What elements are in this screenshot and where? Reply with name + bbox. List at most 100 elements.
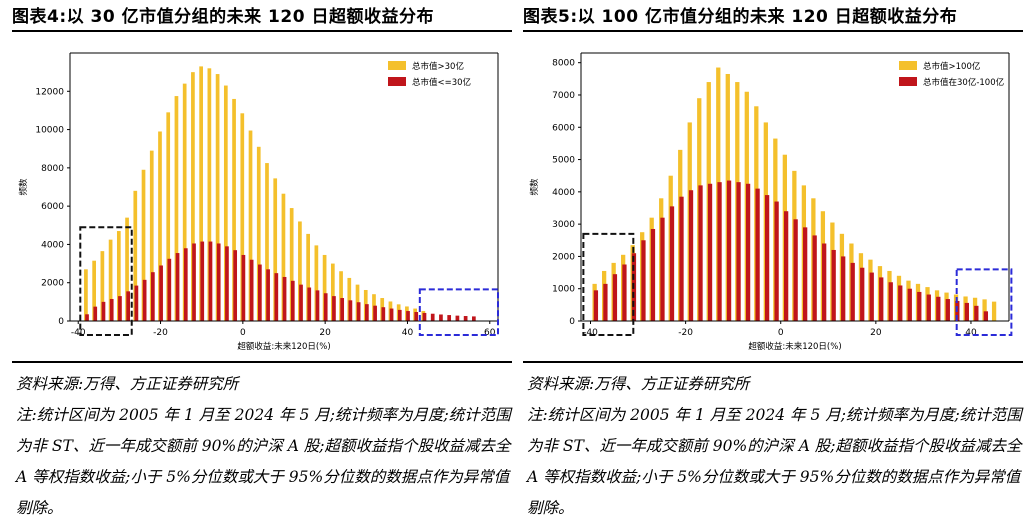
x-tick-label: 0 — [240, 328, 246, 338]
bar — [347, 277, 352, 321]
bar — [141, 169, 146, 321]
bar — [774, 201, 779, 321]
bar — [299, 284, 303, 321]
bar — [669, 206, 675, 321]
bar — [898, 285, 903, 321]
bar — [860, 267, 865, 321]
bar — [282, 276, 287, 321]
note-text: 注:统计区间为 2005 年 1 月至 2024 年 5 月;统计频率为月度;统… — [16, 406, 511, 517]
note-text: 注:统计区间为 2005 年 1 月至 2024 年 5 月;统计频率为月度;统… — [527, 406, 1022, 517]
bar — [803, 227, 808, 321]
legend-swatch — [388, 61, 406, 70]
bar — [192, 243, 196, 321]
bar — [879, 277, 884, 321]
x-tick-label: -40 — [583, 328, 598, 338]
bar — [679, 196, 684, 321]
y-tick-label: 5000 — [552, 156, 575, 166]
bar — [783, 211, 789, 321]
y-tick-label: 6000 — [41, 202, 64, 212]
bar — [109, 298, 114, 321]
bar — [323, 293, 328, 321]
chart-panel-2: 图表5:以 100 亿市值分组的未来 120 日超额收益分布 0 1000 2000… — [523, 0, 1023, 521]
bar — [339, 271, 343, 321]
bar — [964, 302, 969, 321]
bar — [159, 265, 163, 321]
bar — [92, 260, 96, 321]
bar — [133, 190, 138, 321]
histogram-chart: 0 1000 2000 3000 4000 5000 6000 7000 8000 -40 -20 0… — [529, 52, 1013, 352]
bar — [174, 96, 179, 321]
bar — [936, 296, 941, 321]
y-tick-label: 6000 — [552, 123, 575, 133]
bar — [281, 193, 286, 321]
x-axis-label: 超额收益:未来120日(%) — [748, 341, 841, 352]
bar — [84, 269, 88, 321]
legend-swatch — [899, 61, 917, 70]
bar — [991, 301, 997, 321]
bar — [125, 217, 129, 321]
legend-label: 总市值<=30亿 — [412, 77, 471, 88]
bar — [298, 221, 302, 321]
bar — [406, 311, 410, 321]
bar — [641, 240, 646, 321]
bar — [698, 185, 703, 321]
bar — [755, 188, 760, 321]
bar — [707, 183, 713, 321]
bar — [200, 241, 205, 321]
bar — [182, 83, 187, 321]
y-axis-label: 频数 — [18, 178, 29, 196]
bar — [907, 288, 912, 321]
bar — [191, 72, 195, 321]
bar — [365, 304, 369, 321]
bar — [265, 163, 269, 321]
bar — [447, 315, 452, 321]
y-tick-label: 10000 — [35, 126, 64, 136]
bar — [455, 315, 460, 321]
y-tick-label: 1000 — [552, 285, 575, 295]
figure-title: 图表5:以 100 亿市值分组的未来 120 日超额收益分布 — [523, 7, 958, 27]
x-tick-label: 20 — [319, 328, 331, 338]
legend-label: 总市值在30亿-100亿 — [923, 77, 1004, 88]
x-axis-label: 超额收益:未来120日(%) — [237, 341, 330, 352]
bar — [745, 183, 751, 321]
bar — [430, 313, 435, 321]
bar — [100, 251, 105, 321]
bar — [422, 312, 427, 321]
bar — [306, 233, 310, 321]
bar — [233, 250, 238, 321]
bar — [945, 299, 950, 321]
bar — [726, 180, 732, 321]
right-outlier-box — [955, 268, 1013, 337]
y-tick-label: 4000 — [41, 240, 64, 250]
title-divider — [12, 30, 512, 32]
bar — [974, 305, 979, 321]
bar — [290, 280, 295, 321]
bar — [208, 241, 213, 321]
bar — [223, 85, 228, 321]
bar — [258, 264, 262, 321]
bar — [134, 285, 139, 321]
bar — [241, 254, 246, 321]
legend-label: 总市值>30亿 — [412, 61, 464, 72]
bar — [841, 256, 846, 321]
y-tick-label: 8000 — [41, 164, 64, 174]
bar — [289, 208, 294, 321]
bar — [917, 291, 922, 321]
bar — [688, 190, 694, 321]
bar — [248, 130, 253, 321]
x-tick-label: 20 — [870, 328, 882, 338]
bar — [348, 300, 353, 321]
bar — [101, 301, 106, 321]
bar — [472, 316, 476, 321]
bar — [812, 235, 817, 321]
left-outlier-box — [79, 226, 133, 336]
bar — [356, 302, 361, 321]
bar — [926, 294, 931, 321]
bar — [822, 243, 827, 321]
bar — [332, 296, 336, 321]
x-tick-label: 60 — [484, 328, 496, 338]
figure-title: 图表4:以 30 亿市值分组的未来 120 日超额收益分布 — [12, 7, 434, 27]
bar — [381, 307, 386, 321]
bar — [314, 245, 319, 321]
y-tick-label: 0 — [58, 317, 64, 327]
